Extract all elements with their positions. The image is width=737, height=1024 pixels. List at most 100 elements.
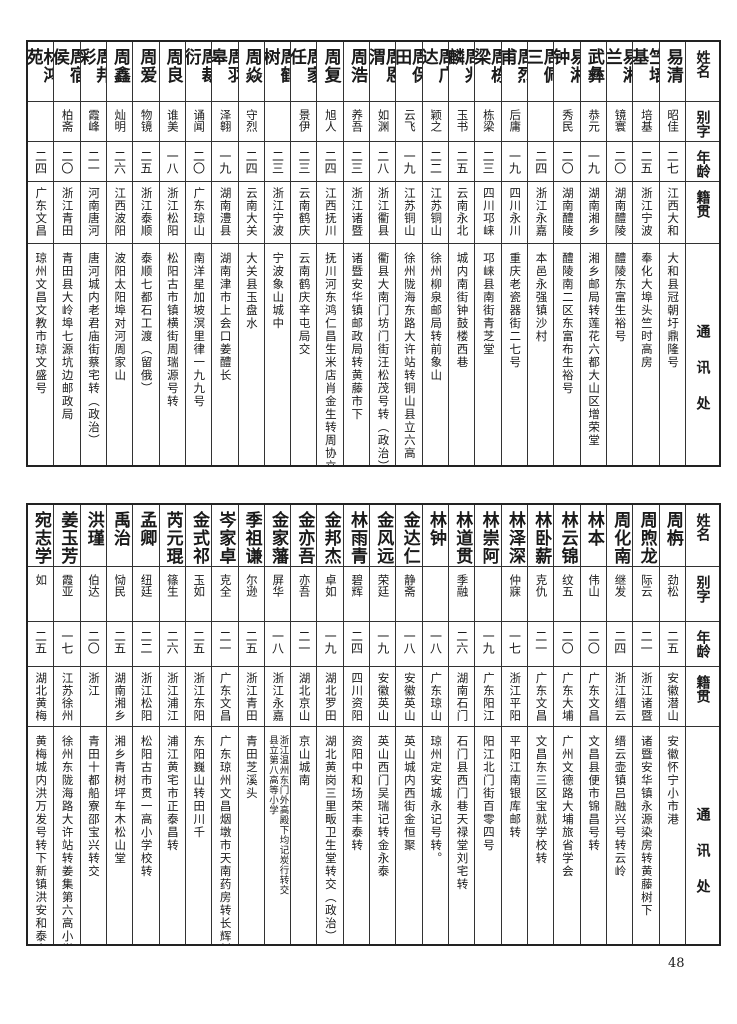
person-name: 周烈甫 bbox=[501, 48, 528, 84]
person-column: 林泽深 仲寐 一七 浙江平阳 平阳江南银库邮转 bbox=[500, 505, 528, 944]
person-age: 二一 bbox=[296, 630, 311, 654]
person-name: 周兆麟 bbox=[449, 48, 475, 84]
age-cell: 二六 bbox=[159, 622, 185, 667]
origin-cell: 浙江诸暨 bbox=[633, 667, 659, 727]
header-column: 姓名 别字 年龄 籍贯 通讯处 bbox=[685, 505, 719, 944]
person-origin: 湖南醴陵 bbox=[560, 187, 575, 237]
person-name: 周煦龙 bbox=[636, 511, 657, 565]
person-column: 周鹤树 二三 浙江宁波 宁波象山城中 bbox=[263, 42, 291, 465]
person-origin: 广东文昌 bbox=[34, 187, 49, 237]
person-address: 青田十都船寮邵宝兴转交 bbox=[87, 727, 101, 878]
age-cell: 一七 bbox=[501, 622, 528, 667]
person-age: 二一 bbox=[86, 150, 101, 174]
alias-cell: 昭佳 bbox=[659, 102, 686, 142]
name-cell: 季祖谦 bbox=[238, 505, 264, 567]
address-cell: 青田芝溪头 bbox=[239, 727, 264, 944]
person-age: 二五 bbox=[639, 150, 654, 174]
person-name: 周爱 bbox=[136, 48, 157, 84]
person-origin: 浙江青田 bbox=[60, 187, 75, 237]
person-address: 徐州柳泉邮局转前象山 bbox=[429, 244, 443, 382]
person-origin: 广东琼山 bbox=[429, 672, 444, 722]
origin-cell: 浙江宁波 bbox=[264, 182, 291, 244]
origin-cell: 浙江永嘉 bbox=[528, 182, 554, 244]
person-origin: 江苏铜山 bbox=[429, 187, 444, 237]
person-alias: 如渊 bbox=[376, 109, 391, 132]
header-cell-origin: 籍贯 bbox=[686, 667, 719, 727]
person-column: 周煦龙 际云 二一 浙江诸暨 诸暨安华镇永源染房转黄藤树下 bbox=[632, 505, 659, 944]
person-age: 二一 bbox=[639, 630, 654, 654]
age-cell: 二八 bbox=[370, 142, 396, 182]
person-name: 岑家卓 bbox=[215, 511, 236, 565]
origin-cell: 四川资阳 bbox=[343, 667, 370, 727]
origin-cell: 浙江诸暨 bbox=[343, 182, 370, 244]
header-age-label: 年龄 bbox=[694, 150, 711, 178]
person-name: 周宿侯 bbox=[54, 48, 80, 84]
age-cell: 二五 bbox=[185, 622, 212, 667]
address-cell: 青田十都船寮邵宝兴转交 bbox=[81, 727, 106, 944]
age-cell: 二一 bbox=[212, 622, 238, 667]
person-column: 周羽皋 泽翱 一九 湖南澧县 湖南津市上会口姜醴长 bbox=[211, 42, 238, 465]
origin-cell: 江西抚川 bbox=[317, 182, 343, 244]
name-cell: 周佩三 bbox=[528, 42, 554, 102]
alias-cell: 镜寰 bbox=[607, 102, 633, 142]
person-column: 林雨青 碧辉 二四 四川资阳 资阳中和场荣丰泰转 bbox=[342, 505, 370, 944]
person-age: 二四 bbox=[33, 150, 48, 174]
address-line: 醴陵南二区东富布生裕号 bbox=[560, 252, 575, 395]
person-column: 林崇阿 一九 广东阳江 阳江北门街百零四号 bbox=[474, 505, 501, 944]
age-cell: 二五 bbox=[449, 142, 475, 182]
person-name: 宛志学 bbox=[31, 511, 52, 565]
person-origin: 四川永川 bbox=[508, 187, 523, 237]
name-cell: 林崇阿 bbox=[475, 505, 501, 567]
address-cell: 松阳古市镇横街周瑞源号转 bbox=[160, 244, 185, 465]
person-alias: 昭佳 bbox=[666, 109, 681, 132]
address-cell: 诸暨安华镇永源染房转黄藤树下 bbox=[633, 727, 658, 944]
name-cell: 周邦彩 bbox=[80, 42, 106, 102]
name-cell: 周裁衍 bbox=[185, 42, 212, 102]
person-origin: 湖南湘乡 bbox=[587, 187, 602, 237]
person-age: 二〇 bbox=[586, 630, 601, 654]
header-origin-label: 籍贯 bbox=[694, 675, 711, 703]
header-alias-label: 别字 bbox=[694, 110, 711, 138]
person-column: 禹治 恸民 二五 湖南湘乡 湘乡青树坪车木松山堂 bbox=[105, 505, 133, 944]
alias-cell: 纽廷 bbox=[133, 567, 159, 622]
address-cell: 徐州陇海东路大许站转铜山县立六高 bbox=[396, 244, 421, 465]
person-column: 金达仁 静斋 一八 安徽英山 英山城内西街金恒聚 bbox=[395, 505, 422, 944]
name-cell: 金式祁 bbox=[185, 505, 212, 567]
person-alias: 霞峰 bbox=[86, 109, 101, 132]
header-alias-label: 别字 bbox=[694, 575, 711, 603]
person-origin: 云南永北 bbox=[455, 187, 470, 237]
person-age: 二〇 bbox=[612, 150, 627, 174]
address-line: 抚川河东鸿仁昌生米店肖金生转周协立君转 bbox=[323, 252, 338, 465]
person-age: 二三 bbox=[296, 150, 311, 174]
person-alias: 玉书 bbox=[455, 109, 470, 132]
person-column: 金邦杰 卓如 一九 湖北罗田 湖北黄岗三里畈卫生堂转交（政治） bbox=[316, 505, 343, 944]
name-cell: 林本 bbox=[580, 505, 607, 567]
person-age: 二〇 bbox=[560, 150, 575, 174]
address-line: 湘乡青树坪车木松山堂 bbox=[113, 735, 128, 865]
person-age: 二一 bbox=[533, 630, 548, 654]
person-age: 二五 bbox=[112, 630, 127, 654]
person-age: 一七 bbox=[59, 630, 74, 654]
alias-cell: 物镜 bbox=[133, 102, 159, 142]
address-line: 重庆老瓷器街二七号 bbox=[508, 252, 523, 369]
person-age: 一八 bbox=[428, 630, 443, 654]
alias-cell bbox=[528, 102, 554, 142]
name-cell: 林云锦 bbox=[554, 505, 580, 567]
address-line: 湖南津市上会口姜醴长 bbox=[218, 252, 233, 382]
origin-cell: 安徽英山 bbox=[396, 667, 422, 727]
person-origin: 江西大和 bbox=[666, 187, 681, 237]
name-cell: 姜玉芳 bbox=[54, 505, 80, 567]
origin-cell: 湖北罗田 bbox=[317, 667, 343, 727]
person-alias: 养吾 bbox=[350, 109, 365, 132]
origin-cell: 云南永北 bbox=[449, 182, 475, 244]
header-cell-origin: 籍贯 bbox=[686, 182, 719, 244]
address-cell: 大关县玉盘水 bbox=[239, 244, 264, 465]
person-column: 易清 昭佳 二七 江西大和 大和县冠朝圩鼎隆号 bbox=[658, 42, 686, 465]
person-name: 周栋梁 bbox=[475, 48, 501, 84]
person-alias: 泽翱 bbox=[218, 109, 233, 132]
person-age: 二八 bbox=[375, 150, 390, 174]
alias-cell: 云飞 bbox=[396, 102, 422, 142]
address-cell: 波阳太阳埠对河周家山 bbox=[107, 244, 132, 465]
age-cell: 二四 bbox=[607, 622, 633, 667]
address-line: 松阳古市贯一高小学校转 bbox=[139, 735, 154, 878]
